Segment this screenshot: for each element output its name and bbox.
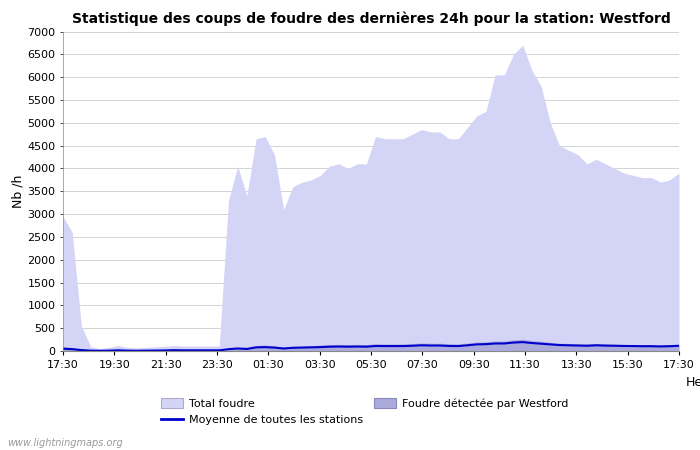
Title: Statistique des coups de foudre des dernières 24h pour la station: Westford: Statistique des coups de foudre des dern… [71,12,671,26]
Legend: Total foudre, Moyenne de toutes les stations, Foudre détectée par Westford: Total foudre, Moyenne de toutes les stat… [161,398,568,425]
Text: Heure: Heure [686,376,700,389]
Text: www.lightningmaps.org: www.lightningmaps.org [7,438,122,448]
Y-axis label: Nb /h: Nb /h [11,175,25,208]
